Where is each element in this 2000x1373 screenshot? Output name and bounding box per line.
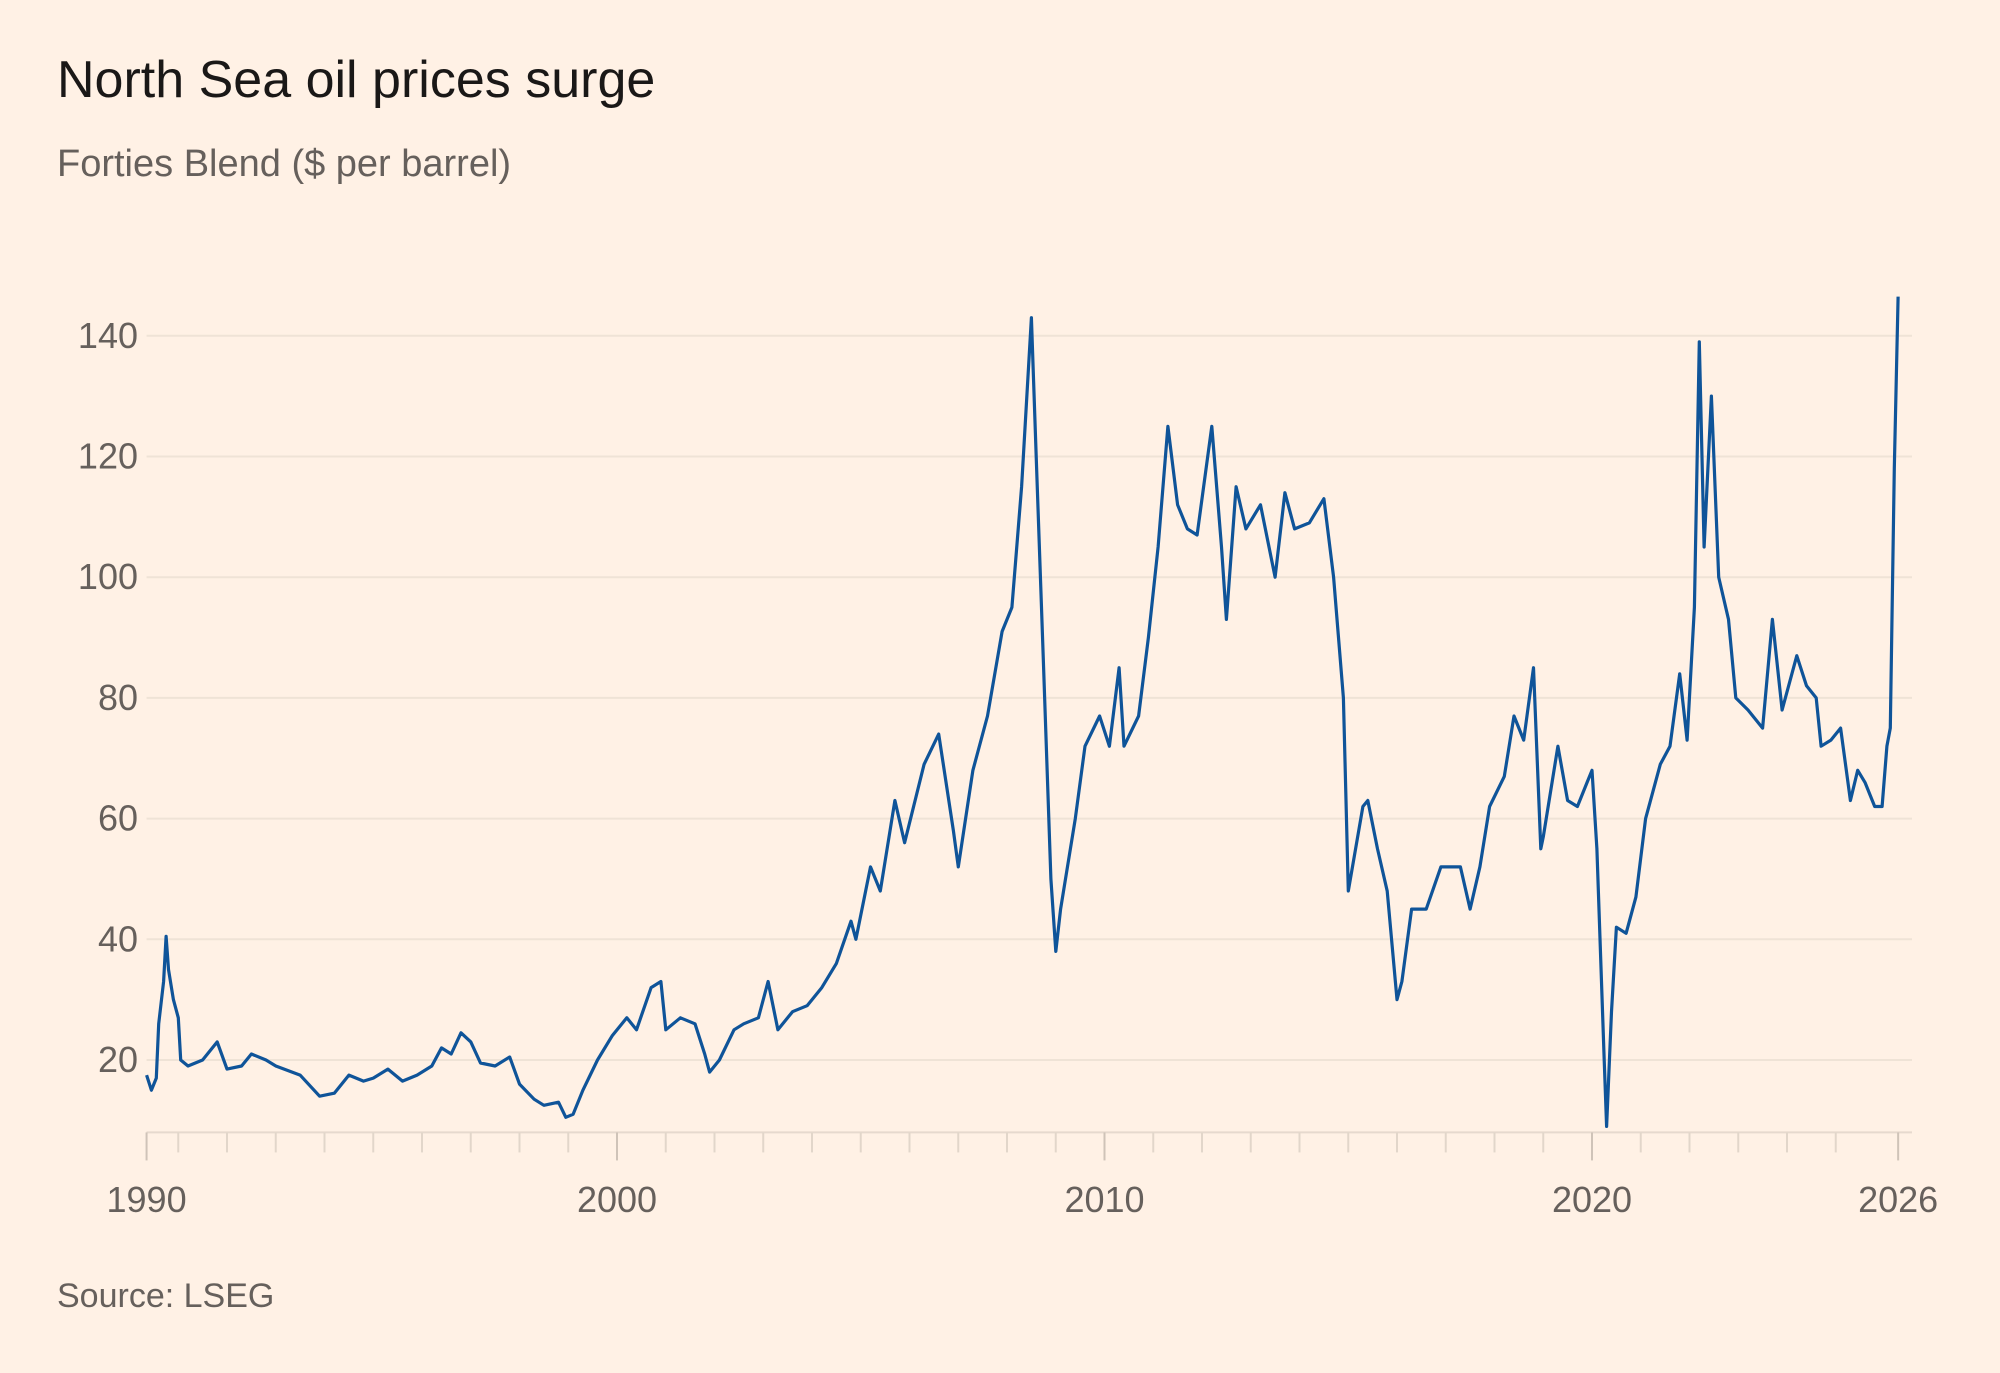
y-tick-label: 40 [98, 918, 138, 959]
source-note: Source: LSEG [57, 1277, 275, 1315]
price-line [145, 296, 1900, 1128]
y-tick-label: 120 [78, 436, 138, 477]
y-tick-label: 100 [78, 556, 138, 597]
y-tick-label: 80 [98, 677, 138, 718]
chart-subtitle: Forties Blend ($ per barrel) [57, 143, 512, 185]
chart-title: North Sea oil prices surge [57, 51, 656, 109]
x-tick-label: 2000 [577, 1179, 657, 1220]
x-tick-label: 2026 [1858, 1179, 1938, 1220]
y-tick-label: 60 [98, 798, 138, 839]
x-tick-label: 2010 [1064, 1179, 1144, 1220]
y-tick-label: 20 [98, 1039, 138, 1080]
y-tick-label: 140 [78, 315, 138, 356]
x-tick-label: 1990 [107, 1179, 187, 1220]
x-tick-label: 2020 [1552, 1179, 1632, 1220]
